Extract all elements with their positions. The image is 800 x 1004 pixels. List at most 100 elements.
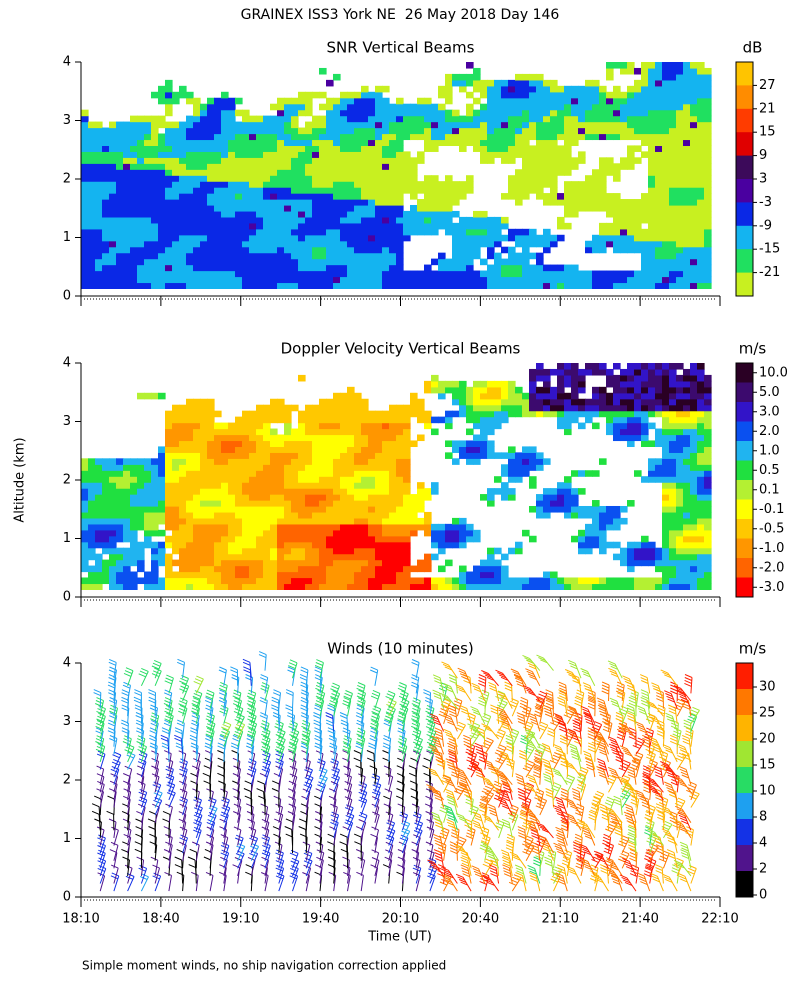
field-cell [368,175,376,182]
field-cell [270,259,278,266]
field-cell [648,211,656,218]
field-cell [116,500,124,507]
field-cell [235,577,243,584]
field-cell [179,253,187,260]
field-cell [228,133,236,140]
field-cell [494,151,502,158]
field-cell [578,399,586,406]
field-cell [431,530,439,537]
field-cell [291,542,299,549]
field-cell [319,583,327,590]
field-cell [508,116,516,123]
field-cell [466,429,474,436]
field-cell [298,577,306,584]
field-cell [452,524,460,531]
field-cell [88,181,96,188]
field-cell [270,500,278,507]
field-cell [592,405,600,412]
field-cell [221,181,229,188]
field-cell [648,464,656,471]
field-cell [585,241,593,248]
field-cell [312,223,320,230]
field-cell [697,241,705,248]
field-cell [207,423,215,430]
field-cell [690,423,698,430]
field-cell [214,259,222,266]
field-cell [102,536,110,543]
field-cell [179,530,187,537]
field-cell [473,411,481,418]
field-cell [620,163,628,170]
field-cell [130,554,138,561]
field-cell [697,211,705,218]
field-cell [459,440,467,447]
field-cell [417,104,425,111]
field-cell [627,247,635,254]
field-cell [179,276,187,283]
field-cell [347,440,355,447]
field-cell [214,110,222,117]
field-cell [116,181,124,188]
field-cell [123,193,131,200]
field-cell [305,572,313,579]
field-cell [543,393,551,400]
field-cell [417,110,425,117]
field-cell [501,381,509,388]
field-cell [501,157,509,164]
field-cell [529,74,537,81]
field-cell [228,548,236,555]
field-cell [242,482,250,489]
field-cell [256,423,264,430]
field-cell [235,145,243,152]
field-cell [284,458,292,465]
field-cell [340,122,348,129]
field-cell [452,116,460,123]
field-cell [466,583,474,590]
field-cell [669,241,677,248]
field-cell [235,548,243,555]
field-cell [263,440,271,447]
field-cell [606,116,614,123]
field-cell [368,452,376,459]
field-cell [676,482,684,489]
field-cell [179,470,187,477]
field-cell [95,560,103,567]
field-cell [557,151,565,158]
field-cell [200,560,208,567]
field-cell [704,458,712,465]
field-cell [599,116,607,123]
field-cell [487,423,495,430]
field-cell [592,92,600,99]
field-cell [242,411,250,418]
field-cell [284,276,292,283]
field-cell [284,452,292,459]
field-cell [354,151,362,158]
field-cell [424,211,432,218]
field-cell [172,259,180,266]
field-cell [200,542,208,549]
field-cell [144,500,152,507]
field-cell [571,163,579,170]
field-cell [403,512,411,519]
field-cell [340,399,348,406]
field-cell [403,223,411,230]
field-cell [585,133,593,140]
field-cell [298,434,306,441]
field-cell [634,217,642,224]
field-cell [361,282,369,289]
field-cell [669,440,677,447]
field-cell [151,253,159,260]
field-cell [263,271,271,278]
field-cell [445,387,453,394]
field-cell [123,235,131,242]
field-cell [116,282,124,289]
field-cell [249,577,257,584]
field-cell [319,169,327,176]
field-cell [571,381,579,388]
field-cell [165,524,173,531]
field-cell [508,265,516,272]
field-cell [683,74,691,81]
field-cell [95,566,103,573]
field-cell [529,482,537,489]
field-cell [438,92,446,99]
